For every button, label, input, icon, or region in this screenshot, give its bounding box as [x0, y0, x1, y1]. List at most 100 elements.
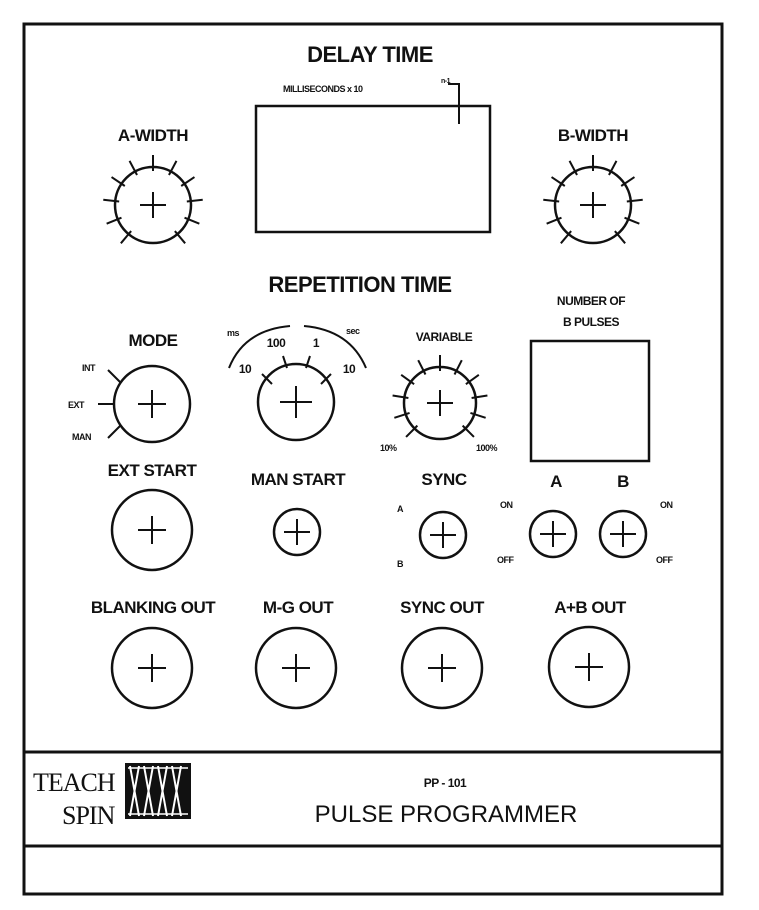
variable-knob-tick: [400, 373, 415, 385]
variable-knob-tick: [392, 394, 409, 399]
b-width-knob-tick: [546, 216, 562, 225]
man-start-button[interactable]: [272, 507, 322, 557]
a-width-knob-tick: [168, 160, 178, 176]
mode-label: MODE: [129, 331, 178, 350]
sync-toggle[interactable]: [418, 510, 468, 560]
b-width-knob-tick: [550, 176, 566, 187]
variable-knob-tick: [461, 424, 475, 438]
a-width-knob-tick: [174, 230, 186, 244]
delay-time-exponent: n-1: [441, 78, 451, 85]
mode-option-ext: EXT: [68, 400, 85, 410]
sync-toggle-ring: [418, 510, 468, 560]
variable-max-label: 100%: [476, 443, 498, 453]
range-unit-ms: ms: [227, 328, 240, 338]
variable-knob-tick: [405, 424, 419, 438]
sync-select-b: B: [397, 559, 404, 569]
switch-a-toggle[interactable]: [528, 509, 578, 559]
number-b-pulses-label-2: B PULSES: [563, 315, 620, 329]
variable-knob-tick: [417, 359, 427, 375]
b-width-knob-tick: [624, 216, 640, 225]
variable-knob-tick: [394, 411, 410, 419]
repetition-time-title: REPETITION TIME: [268, 272, 451, 297]
b-width-knob-tick: [620, 176, 636, 187]
mode-option-man: MAN: [72, 432, 91, 442]
man-start-label: MAN START: [251, 470, 346, 489]
sync-label: SYNC: [421, 470, 466, 489]
mode-option-int: INT: [82, 363, 96, 373]
variable-label: VARIABLE: [416, 330, 473, 344]
blanking-out-jack-ring: [110, 626, 194, 710]
switch-a-off-label: OFF: [497, 555, 514, 565]
delay-time-display: [254, 104, 492, 234]
b-width-knob-tick: [614, 230, 626, 244]
switch-b-label: B: [617, 472, 629, 491]
ext-start-jack[interactable]: [110, 488, 194, 572]
switch-b-toggle[interactable]: [598, 509, 648, 559]
blanking-out-label: BLANKING OUT: [91, 598, 216, 617]
a-width-label: A-WIDTH: [118, 126, 188, 145]
a-width-knob-tick: [186, 198, 203, 203]
switch-a-toggle-ring: [528, 509, 578, 559]
sync-select-a: A: [397, 504, 404, 514]
model-number: PP - 101: [424, 776, 467, 790]
range-tick-2: [282, 355, 288, 369]
variable-knob[interactable]: [392, 355, 488, 441]
variable-min-label: 10%: [380, 443, 397, 453]
a-width-knob[interactable]: [103, 155, 203, 245]
switch-b-off-label: OFF: [656, 555, 673, 565]
ext-start-jack-ring: [110, 488, 194, 572]
variable-knob-tick: [453, 359, 463, 375]
panel-frame: [22, 22, 724, 896]
a-width-knob-tick: [103, 198, 120, 203]
delay-time-title: DELAY TIME: [307, 42, 433, 67]
a-width-knob-tick: [120, 230, 132, 244]
delay-time-subtitle: MILLISECONDS x 10: [283, 84, 363, 94]
number-b-pulses-label-1: NUMBER OF: [557, 294, 625, 308]
a-width-knob-tick: [184, 216, 200, 225]
range-tick-3: [305, 355, 311, 369]
brand-teach: TEACH: [33, 768, 116, 797]
range-unit-sec: sec: [346, 326, 360, 336]
switch-b-toggle-ring: [598, 509, 648, 559]
apb-out-jack[interactable]: [547, 625, 631, 709]
range-selector-knob[interactable]: [256, 362, 336, 442]
switch-a-label: A: [550, 472, 562, 491]
teachspin-logo-icon: [125, 763, 191, 819]
mg-out-label: M-G OUT: [263, 598, 334, 617]
range-step-10s: 10: [343, 362, 356, 376]
b-width-label: B-WIDTH: [558, 126, 628, 145]
a-width-knob-tick: [180, 176, 196, 187]
switch-a-on-label: ON: [500, 500, 513, 510]
switch-b-on-label: ON: [660, 500, 673, 510]
b-width-knob-tick: [608, 160, 618, 176]
range-step-1s: 1: [313, 336, 320, 350]
man-start-button-ring: [272, 507, 322, 557]
range-step-10ms: 10: [239, 362, 252, 376]
a-width-knob-tick: [110, 176, 126, 187]
b-width-knob-tick: [543, 198, 560, 203]
range-sec-arc: [303, 325, 367, 369]
b-width-knob[interactable]: [543, 155, 643, 245]
sync-out-jack[interactable]: [400, 626, 484, 710]
apb-out-label: A+B OUT: [554, 598, 627, 617]
variable-knob-tick: [470, 411, 486, 419]
a-width-knob-tick: [128, 160, 138, 176]
range-tick-4: [320, 373, 332, 385]
mg-out-jack[interactable]: [254, 626, 338, 710]
sync-out-jack-ring: [400, 626, 484, 710]
b-width-knob-tick: [568, 160, 578, 176]
b-width-knob-tick: [560, 230, 572, 244]
delay-time-pointer: [448, 83, 460, 124]
number-b-pulses-display: [529, 339, 651, 463]
ext-start-label: EXT START: [108, 461, 198, 480]
b-width-knob-tick: [626, 198, 643, 203]
brand-spin: SPIN: [62, 801, 116, 830]
sync-out-label: SYNC OUT: [400, 598, 485, 617]
blanking-out-jack[interactable]: [110, 626, 194, 710]
product-name: PULSE PROGRAMMER: [315, 801, 578, 828]
variable-knob-tick: [471, 394, 488, 399]
mg-out-jack-ring: [254, 626, 338, 710]
apb-out-jack-ring: [547, 625, 631, 709]
range-step-100ms: 100: [267, 336, 286, 350]
